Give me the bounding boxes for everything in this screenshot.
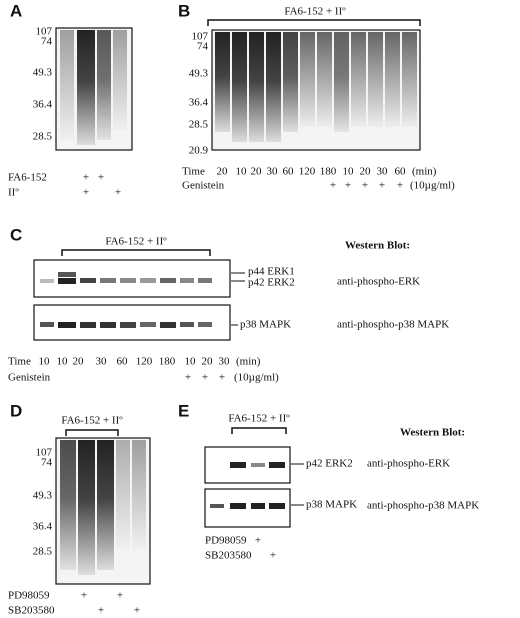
mw-marker: 28.5 [189,119,209,131]
panel-label: A [10,1,22,20]
mw-marker: 107 [36,26,53,38]
row-label: SB203580 [8,605,55,617]
blot-b [211,29,421,151]
time-value: 120 [136,356,153,368]
blot-c [33,259,231,341]
time-unit: (min) [236,356,261,368]
dose: (10µg/ml) [234,372,279,384]
panel-title: FA6-152 + IIº [61,415,123,427]
time-value: 10 [39,356,51,368]
time-value: 20 [360,166,372,178]
blot-a [55,27,133,151]
plus-mark: + [330,180,336,192]
panel-label: B [178,1,190,20]
mw-marker: 49.3 [33,490,53,502]
mw-marker: 20.9 [189,145,209,157]
time-value: 30 [377,166,389,178]
bracket [61,249,211,256]
time-value: 60 [283,166,295,178]
panel-label: E [178,401,189,420]
mw-marker: 107 [192,31,209,43]
time-value: 10 [236,166,248,178]
plus-mark: + [397,180,403,192]
plus-mark: + [202,372,208,384]
panel-title: FA6-152 + IIº [284,6,346,18]
treatment-label: Genistein [8,372,51,384]
panel-label: D [10,401,22,420]
panel-title: FA6-152 + IIº [105,236,167,248]
time-value: 30 [219,356,231,368]
time-value: 10 [57,356,69,368]
plus-mark: + [83,187,89,199]
row-label: IIº [8,187,19,199]
bracket [231,427,287,434]
row-label: PD98059 [8,590,50,602]
antibody: anti-phospho-p38 MAPK [337,319,449,331]
mw-marker: 36.4 [189,97,209,109]
mw-marker: 49.3 [33,67,53,79]
time-value: 30 [96,356,108,368]
band-label: p38 MAPK [306,499,357,511]
plus-mark: + [117,590,123,602]
row-label: SB203580 [205,550,252,562]
mw-marker: 74 [41,457,53,469]
antibody: anti-phospho-ERK [337,276,420,288]
antibody: anti-phospho-p38 MAPK [367,500,479,512]
time-value: 20 [73,356,85,368]
method: Western Blot: [400,427,465,439]
mw-marker: 74 [41,36,53,48]
blot-e [204,446,291,528]
time-value: 60 [395,166,407,178]
band-label: p44 ERK1 [248,266,295,278]
time-label: Time [182,166,205,178]
mw-marker: 28.5 [33,546,53,558]
bracket [65,429,119,436]
antibody: anti-phospho-ERK [367,458,450,470]
bracket [207,19,421,26]
band-label: p38 MAPK [240,319,291,331]
time-value: 10 [343,166,355,178]
dose: (10µg/ml) [410,180,455,192]
treatment-label: Genistein [182,180,225,192]
plus-mark: + [270,550,276,562]
time-value: 10 [185,356,197,368]
plus-mark: + [83,172,89,184]
time-value: 180 [159,356,176,368]
plus-mark: + [219,372,225,384]
plus-mark: + [362,180,368,192]
plus-mark: + [115,187,121,199]
plus-mark: + [98,605,104,617]
mw-marker: 36.4 [33,99,53,111]
plus-mark: + [255,535,261,547]
time-value: 120 [299,166,316,178]
panel-label: C [10,225,22,244]
mw-marker: 28.5 [33,131,53,143]
time-value: 20 [251,166,263,178]
time-label: Time [8,356,31,368]
blot-d [55,437,151,585]
time-value: 20 [217,166,229,178]
mw-marker: 36.4 [33,521,53,533]
plus-mark: + [134,605,140,617]
plus-mark: + [379,180,385,192]
time-value: 30 [267,166,279,178]
time-value: 20 [202,356,214,368]
row-label: FA6-152 [8,172,47,184]
mw-marker: 49.3 [189,68,209,80]
method: Western Blot: [345,240,410,252]
row-label: PD98059 [205,535,247,547]
plus-mark: + [98,172,104,184]
mw-marker: 74 [197,41,209,53]
time-unit: (min) [412,166,437,178]
mw-marker: 107 [36,447,53,459]
plus-mark: + [81,590,87,602]
plus-mark: + [185,372,191,384]
band-label: p42 ERK2 [306,458,353,470]
time-value: 60 [117,356,129,368]
band-label: p42 ERK2 [248,277,295,289]
panel-title: FA6-152 + IIº [228,413,290,425]
time-value: 180 [320,166,337,178]
plus-mark: + [345,180,351,192]
